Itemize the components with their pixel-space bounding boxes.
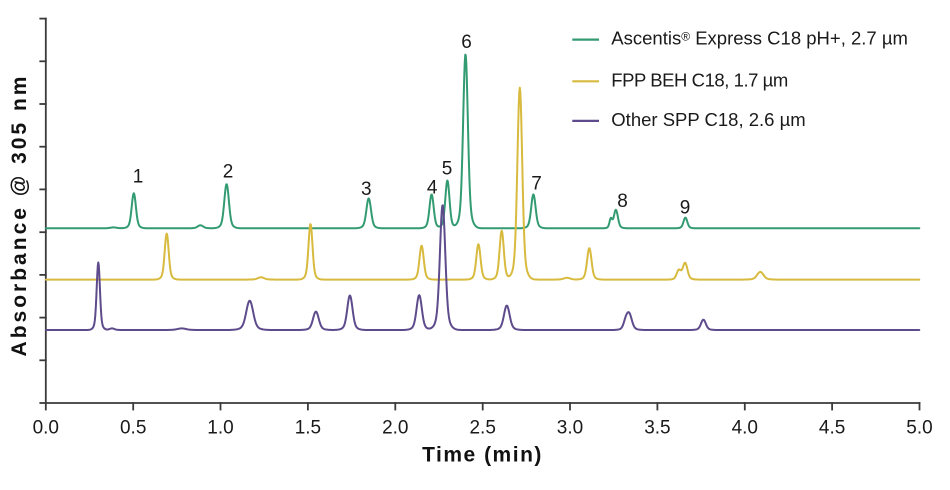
svg-text:9: 9 [680,197,691,218]
svg-text:3.0: 3.0 [557,418,583,439]
svg-text:8: 8 [617,191,628,212]
svg-text:5.0: 5.0 [906,418,932,439]
svg-text:1.0: 1.0 [207,418,233,439]
svg-text:7: 7 [531,173,542,194]
svg-text:2: 2 [223,162,234,183]
svg-text:2.0: 2.0 [382,418,408,439]
svg-text:0.5: 0.5 [120,418,146,439]
svg-text:1.5: 1.5 [295,418,321,439]
svg-text:Ascentis® Express C18 pH+, 2.7: Ascentis® Express C18 pH+, 2.7 µm [611,28,908,49]
svg-text:5: 5 [442,158,453,179]
svg-text:2.5: 2.5 [469,418,495,439]
svg-text:Absorbance @ 305 nm: Absorbance @ 305 nm [8,74,31,357]
svg-text:4.0: 4.0 [732,418,758,439]
svg-text:6: 6 [461,32,472,53]
svg-text:4.5: 4.5 [819,418,845,439]
svg-text:Other SPP C18, 2.6 µm: Other SPP C18, 2.6 µm [611,109,805,130]
svg-text:0.0: 0.0 [33,418,59,439]
svg-text:3: 3 [361,179,372,200]
svg-text:Time (min): Time (min) [422,444,543,467]
svg-text:FPP BEH C18, 1.7 µm: FPP BEH C18, 1.7 µm [611,69,788,90]
svg-text:4: 4 [427,177,438,198]
svg-text:3.5: 3.5 [644,418,670,439]
svg-text:1: 1 [133,166,144,187]
